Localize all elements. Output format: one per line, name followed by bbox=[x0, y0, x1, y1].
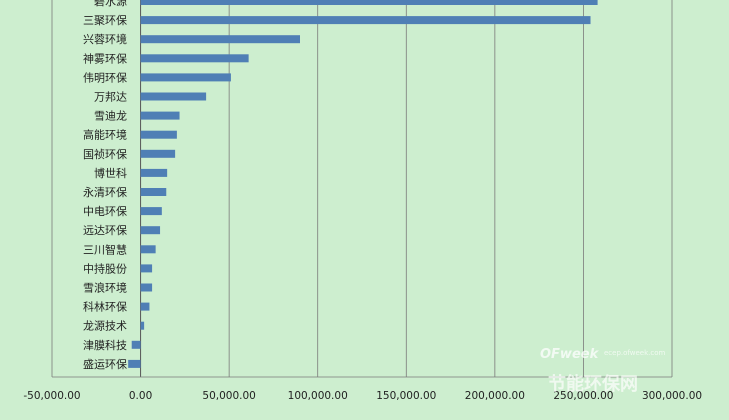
bar bbox=[140, 302, 150, 311]
bar bbox=[140, 0, 598, 5]
category-label: 三聚环保 bbox=[83, 13, 127, 27]
category-label: 高能环境 bbox=[83, 128, 127, 142]
x-tick-label: -50,000.00 bbox=[23, 390, 80, 402]
category-label: 碧水源 bbox=[94, 0, 127, 8]
bar bbox=[140, 207, 162, 216]
bar bbox=[140, 35, 300, 44]
watermark-url: ecep.ofweek.com bbox=[604, 349, 666, 357]
bar bbox=[131, 340, 141, 349]
category-label: 中持股份 bbox=[83, 261, 127, 275]
x-tick-labels: -50,000.00 0.00 50,000.00 100,000.00 150,000… bbox=[23, 390, 702, 402]
category-label: 远达环保 bbox=[83, 223, 127, 237]
x-tick-label: 200,000.00 bbox=[465, 390, 525, 402]
category-label: 伟明环保 bbox=[83, 70, 127, 84]
x-tick-label: 0.00 bbox=[129, 390, 152, 402]
category-label: 雪迪龙 bbox=[94, 110, 127, 123]
category-label: 三川智慧 bbox=[83, 242, 127, 256]
watermark-logo: OFweek ecep.ofweek.com 节能环保网 bbox=[540, 347, 666, 395]
category-label: 雪浪环境 bbox=[83, 281, 127, 295]
category-label: 龙源技术 bbox=[83, 319, 127, 333]
category-labels: 碧水源三聚环保兴蓉环境神雾环保伟明环保万邦达雪迪龙高能环境国祯环保博世科永清环保… bbox=[83, 0, 127, 371]
bar bbox=[140, 264, 153, 273]
x-tick-label: 250,000.00 bbox=[553, 390, 613, 402]
category-label: 津膜科技 bbox=[83, 338, 127, 352]
bar bbox=[140, 188, 167, 196]
bar bbox=[140, 130, 177, 139]
category-label: 兴蓉环境 bbox=[83, 32, 127, 46]
x-tick-label: 300,000.00 bbox=[642, 390, 702, 402]
category-label: 博世科 bbox=[94, 166, 127, 180]
bar bbox=[140, 245, 156, 254]
x-tick-label: 50,000.00 bbox=[202, 390, 255, 402]
watermark-title: 节能环保网 bbox=[548, 373, 638, 395]
bar bbox=[140, 92, 207, 101]
bars bbox=[128, 0, 598, 368]
category-label: 万邦达 bbox=[94, 91, 127, 104]
watermark-brand: OFweek bbox=[540, 347, 600, 362]
bar bbox=[140, 54, 249, 63]
category-label: 盛运环保 bbox=[83, 357, 127, 371]
x-tick-label: 100,000.00 bbox=[288, 390, 348, 402]
bar bbox=[140, 16, 591, 25]
x-tick-label: 150,000.00 bbox=[376, 390, 436, 402]
bar bbox=[140, 111, 180, 120]
bar bbox=[140, 321, 145, 330]
bar bbox=[140, 226, 161, 235]
category-label: 国祯环保 bbox=[83, 147, 127, 161]
bar bbox=[140, 73, 231, 82]
category-label: 科林环保 bbox=[83, 300, 127, 314]
bar bbox=[140, 149, 176, 158]
bar bbox=[128, 359, 141, 368]
bar bbox=[140, 168, 168, 177]
category-label: 神雾环保 bbox=[83, 51, 127, 65]
category-label: 中电环保 bbox=[83, 204, 127, 218]
bar bbox=[140, 283, 153, 292]
category-label: 永清环保 bbox=[83, 185, 127, 199]
